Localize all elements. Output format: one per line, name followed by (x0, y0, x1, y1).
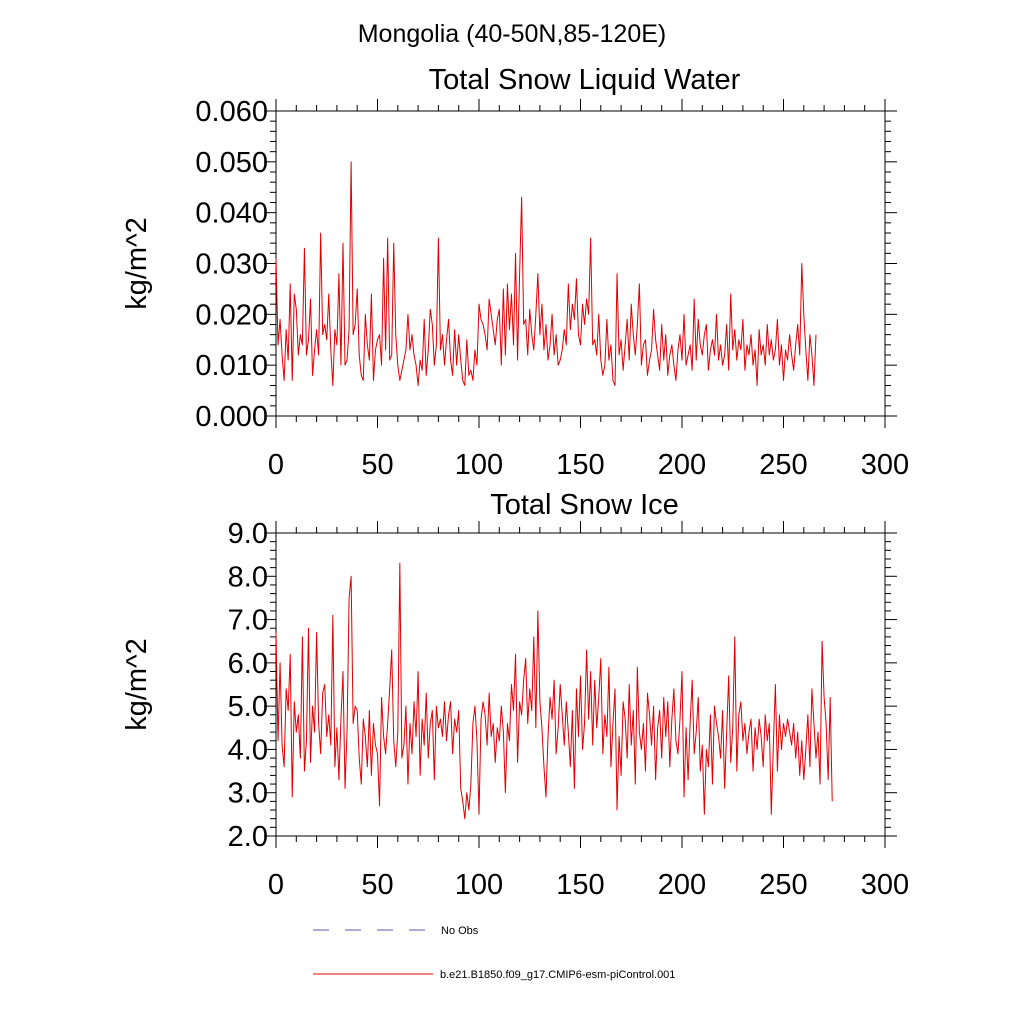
y-tick-label: 0.040 (195, 198, 268, 230)
legend: No Obs b.e21.B1850.f09_g17.CMIP6-esm-piCo… (313, 925, 675, 981)
x-tick-label: 50 (361, 449, 393, 481)
y-tick-label: 0.060 (195, 96, 268, 128)
x-tick-label: 50 (361, 869, 393, 901)
legend-label: No Obs (441, 925, 479, 937)
x-tick-label: 150 (556, 869, 604, 901)
y-tick-label: 6.0 (228, 648, 268, 680)
y-tick-label: 7.0 (228, 605, 268, 637)
y-tick-label: 8.0 (228, 561, 268, 593)
x-tick-label: 200 (658, 449, 706, 481)
legend-label: b.e21.B1850.f09_g17.CMIP6-esm-piControl.… (440, 969, 675, 981)
figure-suptitle: Mongolia (40-50N,85-120E) (358, 20, 667, 48)
y-axis-label: kg/m^2 (121, 638, 153, 731)
y-tick-label: 5.0 (228, 691, 268, 723)
panel-total-snow-liquid-water: Total Snow Liquid Water kg/m^2 0 50 100 150 20… (121, 64, 909, 481)
y-tick-label: 0.030 (195, 249, 268, 281)
series-line (275, 161, 817, 386)
y-axis-label: kg/m^2 (121, 217, 153, 310)
x-tick-label: 300 (861, 449, 909, 481)
y-tick-label: 0.050 (195, 147, 268, 179)
x-tick-label: 300 (861, 869, 909, 901)
y-tick-label: 9.0 (228, 518, 268, 550)
series-line (275, 562, 833, 820)
x-tick-label: 250 (759, 869, 807, 901)
x-tick-label: 150 (556, 449, 604, 481)
y-tick-label: 0.000 (195, 401, 268, 433)
x-tick-label: 250 (759, 449, 807, 481)
x-tick-label: 200 (658, 869, 706, 901)
y-tick-label: 0.010 (195, 350, 268, 382)
x-tick-label: 100 (455, 869, 503, 901)
x-tick-label: 100 (455, 449, 503, 481)
y-tick-label: 3.0 (228, 778, 268, 810)
x-tick-label: 0 (268, 449, 284, 481)
chart-title: Total Snow Ice (490, 489, 679, 521)
y-tick-label: 0.020 (195, 299, 268, 331)
y-tick-label: 2.0 (228, 821, 268, 853)
y-tick-label: 4.0 (228, 734, 268, 766)
panel-total-snow-ice: Total Snow Ice kg/m^2 0 50 100 150 200 250 300 2.… (121, 489, 909, 901)
x-tick-label: 0 (268, 869, 284, 901)
chart-title: Total Snow Liquid Water (429, 64, 741, 96)
